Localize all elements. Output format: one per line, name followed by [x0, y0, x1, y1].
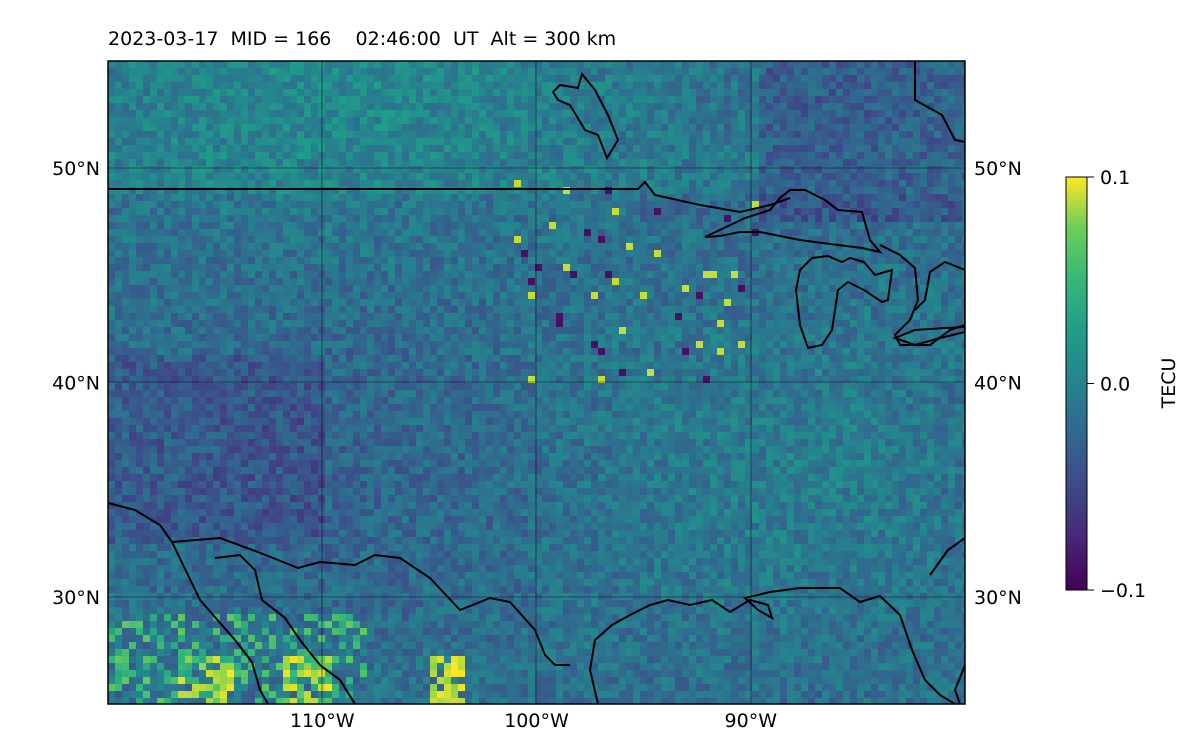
gulf-california [171, 536, 570, 666]
map-frame [107, 60, 966, 705]
lat-label-left-1: 40°N [52, 373, 100, 395]
lake-huron-erie [879, 244, 965, 346]
lon-label-1: 100°W [504, 710, 569, 732]
lat-labels-right: 50°N 40°N 30°N [974, 158, 1022, 609]
colorbar-ticks: 0.1 0.0 −0.1 [1087, 167, 1146, 602]
colorbar-tick-label-1: 0.0 [1100, 374, 1130, 396]
lon-labels-bottom: 110°W 100°W 90°W [290, 710, 777, 732]
lat-label-right-1: 40°N [974, 373, 1022, 395]
colorbar-tick-label-0: 0.1 [1100, 167, 1130, 189]
lake-superior [704, 189, 883, 254]
colorbar-label: TECU [1158, 358, 1180, 410]
sonora-coast [214, 553, 356, 704]
hudson-bay-coast [551, 71, 620, 161]
coastlines [108, 61, 965, 704]
quebec-coast [914, 61, 965, 143]
lat-label-left-0: 50°N [52, 158, 100, 180]
lat-label-right-2: 30°N [974, 587, 1022, 609]
lat-labels-left: 50°N 40°N 30°N [52, 158, 100, 609]
lon-label-2: 90°W [725, 710, 778, 732]
gulf-mexico-coast [588, 587, 956, 704]
lake-michigan [794, 254, 894, 350]
atlantic-coast [929, 537, 965, 576]
lat-label-left-2: 30°N [52, 587, 100, 609]
lake-erie [892, 325, 965, 347]
lon-label-0: 110°W [290, 710, 355, 732]
florida-peninsula [953, 664, 965, 704]
tec-heatmap [108, 61, 965, 704]
colorbar-tick-label-2: −0.1 [1100, 580, 1146, 602]
gridlines [108, 61, 965, 704]
pacific-baja-coast [108, 502, 269, 704]
colorbar [1065, 176, 1088, 591]
map-title: 2023-03-17 MID = 166 02:46:00 UT Alt = 3… [108, 28, 617, 50]
border-us-canada [108, 180, 791, 214]
lat-label-right-0: 50°N [974, 158, 1022, 180]
